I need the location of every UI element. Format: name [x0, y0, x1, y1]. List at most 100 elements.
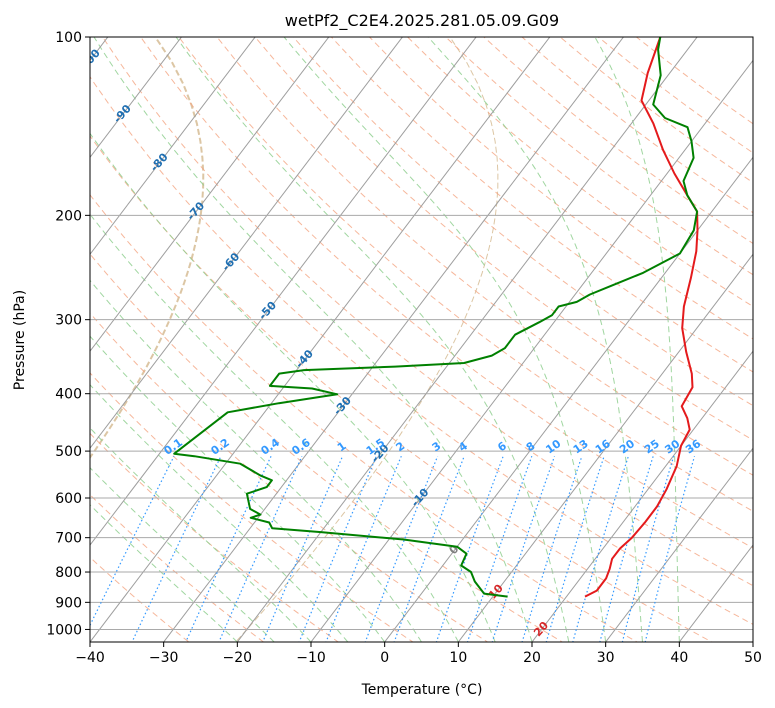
isotherm-line	[678, 544, 753, 642]
dry-adiabat	[292, 37, 753, 407]
mixing-ratio-line	[298, 455, 377, 642]
y-axis-title: Pressure (hPa)	[12, 290, 28, 390]
mixing-ratio-line	[262, 455, 344, 642]
isotherm-line	[163, 37, 625, 642]
mixing-ratio-label: 16	[593, 437, 613, 457]
isotherm-line	[384, 156, 753, 642]
y-tick-label: 700	[55, 531, 82, 547]
x-axis: −40 −30 −20 −10 0 10 20 30 40 50	[75, 642, 762, 666]
mixing-ratio-label: 6	[495, 439, 509, 454]
y-tick-label: 800	[55, 565, 82, 581]
x-tick-label: 30	[597, 650, 615, 666]
y-tick-label: 300	[55, 313, 82, 329]
isotherm-line	[236, 37, 698, 642]
moist-adiabat	[594, 37, 680, 642]
mixing-ratio-label: 8	[524, 439, 538, 454]
moist-adiabat	[93, 37, 533, 642]
dry-adiabat	[331, 37, 753, 373]
isotherm-label: -10	[409, 486, 432, 510]
x-axis-title: Temperature (°C)	[361, 682, 483, 698]
mixing-ratio-line	[466, 455, 533, 642]
x-tick-label: −40	[75, 650, 105, 666]
dry-adiabat	[90, 432, 340, 642]
y-tick-label: 900	[55, 595, 82, 611]
isotherm-line	[531, 350, 753, 642]
isotherm-line	[605, 447, 753, 642]
dry-adiabat	[521, 37, 753, 214]
mixing-ratio-line	[131, 455, 222, 642]
y-tick-label: 100	[55, 30, 82, 46]
dry-adiabat	[90, 494, 265, 642]
chart-title: wetPf2_C2E4.2025.281.05.09.G09	[285, 11, 559, 31]
isotherm-lines	[90, 37, 753, 642]
isotherm-line	[90, 37, 183, 159]
x-tick-label: −30	[149, 650, 179, 666]
plot-area: -100-90-80-70-60-50-40-30-20-10010203040…	[75, 37, 753, 679]
plot-frame	[89, 36, 754, 643]
mixing-ratio-line	[621, 456, 675, 642]
mixing-ratio-line	[185, 455, 272, 642]
y-tick-label: 500	[55, 444, 82, 460]
isotherm-line	[90, 37, 256, 256]
moist-adiabat	[90, 132, 496, 642]
isotherm-line	[310, 59, 753, 642]
isotherm-label: -100	[75, 46, 103, 75]
x-tick-label: 0	[380, 650, 389, 666]
moist-adiabat	[90, 384, 349, 642]
isotherm-label: -50	[256, 299, 279, 323]
mixing-ratio-label: 1	[335, 439, 349, 454]
x-tick-label: −20	[223, 650, 253, 666]
dry-adiabat	[216, 37, 753, 476]
isotherm-label: -90	[111, 102, 134, 126]
mixing-ratio-label: 4	[456, 439, 470, 454]
mixing-ratio-line	[435, 455, 504, 642]
lcl-curve	[235, 37, 499, 642]
mixing-ratio-lines	[90, 455, 696, 642]
moist-adiabat	[90, 467, 275, 642]
isotherm-line	[90, 37, 551, 642]
dry-adiabat	[90, 75, 753, 625]
isotherm-label: -30	[331, 394, 354, 418]
mixing-ratio-line	[644, 456, 696, 642]
mixing-ratio-line	[599, 456, 654, 642]
isotherm-line	[457, 253, 753, 642]
moist-adiabat	[90, 213, 459, 642]
mixing-ratio-label: 0.2	[208, 436, 231, 458]
lcl-curve	[90, 37, 205, 460]
mixing-ratio-label: 10	[543, 437, 563, 457]
mixing-ratio-line	[90, 455, 175, 627]
isotherm-label: 30	[574, 659, 594, 679]
y-axis: 100 200 300 400 500 600 700 800 900 1000	[46, 30, 90, 638]
isotherm-line	[90, 37, 404, 449]
moist-adiabat	[90, 335, 386, 642]
dry-adiabat	[90, 312, 489, 642]
dry-adiabat	[559, 37, 753, 184]
dry-adiabat	[254, 37, 753, 441]
mixing-ratio-label: 3	[430, 439, 444, 454]
moist-adiabats	[90, 37, 680, 642]
y-tick-label: 1000	[46, 622, 82, 638]
mixing-ratio-line	[545, 456, 605, 642]
dry-adiabat	[483, 37, 753, 245]
dry-adiabat	[90, 135, 713, 642]
x-tick-label: 10	[449, 650, 467, 666]
moist-adiabat	[90, 427, 312, 642]
isotherm-label: -60	[219, 250, 242, 274]
isobar-lines	[90, 37, 753, 630]
mixing-ratio-label: 20	[617, 437, 637, 457]
dry-adiabat	[597, 37, 753, 154]
y-tick-label: 600	[55, 491, 82, 507]
mixing-ratio-label: 2	[393, 439, 407, 454]
y-tick-label: 200	[55, 208, 82, 224]
isotherm-line	[752, 641, 753, 642]
dry-adiabat	[140, 37, 753, 549]
moist-adiabat	[90, 504, 238, 642]
temperature-line	[584, 37, 699, 598]
mixing-ratio-line	[491, 456, 556, 642]
isotherm-label: -80	[148, 150, 171, 174]
x-tick-label: −10	[296, 650, 326, 666]
isotherm-label: -40	[293, 347, 316, 371]
moist-adiabat	[427, 37, 643, 642]
mixing-ratio-label: 0.4	[259, 436, 283, 458]
